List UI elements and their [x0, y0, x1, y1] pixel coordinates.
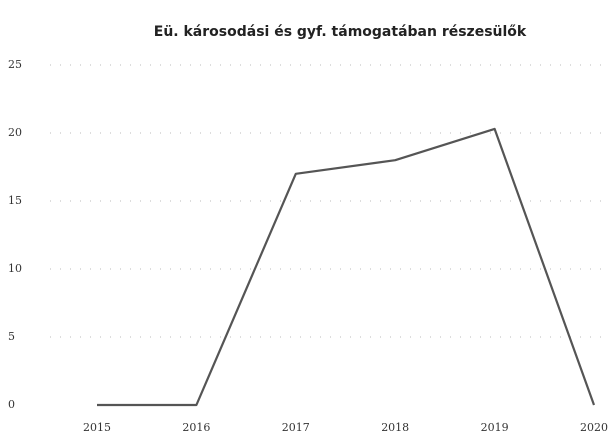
- y-tick-label: 20: [8, 126, 22, 139]
- data-line: [97, 127, 596, 407]
- y-tick-label: 15: [8, 194, 22, 207]
- x-tick-label: 2017: [282, 421, 310, 434]
- x-tick-label: 2019: [481, 421, 509, 434]
- y-tick-label: 25: [8, 58, 22, 71]
- x-tick-label: 2018: [381, 421, 409, 434]
- x-tick-label: 2015: [83, 421, 111, 434]
- y-tick-label: 10: [8, 262, 22, 275]
- y-tick-label: 0: [8, 398, 15, 411]
- y-tick-label: 5: [8, 330, 15, 343]
- x-tick-label: 2016: [182, 421, 210, 434]
- x-tick-label: 2020: [580, 421, 608, 434]
- chart-title: Eü. károsodási és gyf. támogatában része…: [154, 24, 527, 40]
